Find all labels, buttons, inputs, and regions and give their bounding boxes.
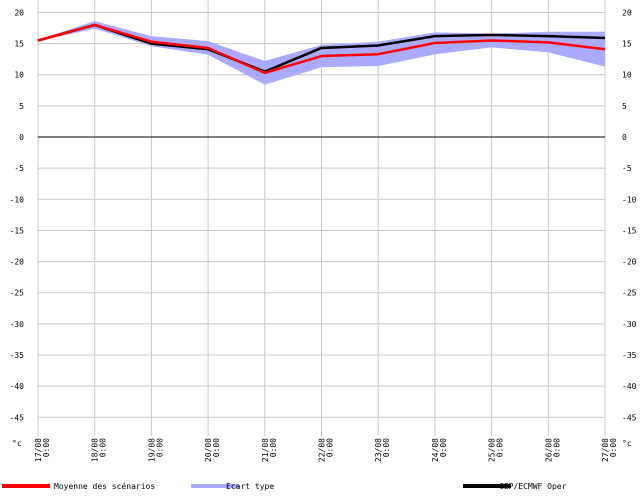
y-tick-label-right: -40: [622, 382, 637, 391]
x-tick-date: 24/08: [431, 438, 440, 462]
y-tick-label-right: -10: [622, 195, 637, 204]
y-tick-label-right: -45: [622, 413, 637, 422]
y-tick-label-left: 20: [14, 8, 24, 17]
y-tick-label-right: -15: [622, 226, 637, 235]
y-tick-label-left: 5: [19, 102, 24, 111]
x-tick-time: 0:00: [609, 438, 618, 457]
x-tick-time: 0:00: [269, 438, 278, 457]
y-tick-label-right: 15: [622, 40, 632, 49]
y-tick-label-right: 20: [622, 8, 632, 17]
x-tick-label: 25/08 0:00: [488, 438, 505, 462]
x-tick-time: 0:00: [382, 438, 391, 457]
x-tick-date: 27/08: [601, 438, 610, 462]
x-tick-label: 18/08 0:00: [91, 438, 108, 462]
series-line-moyenne-des-sc-narios: [37, 23, 606, 75]
y-tick-label-right: -35: [622, 351, 637, 360]
x-tick-label: 22/08 0:00: [318, 438, 335, 462]
y-tick-label-left: -5: [14, 164, 24, 173]
x-tick-time: 0:00: [552, 438, 561, 457]
y-tick-label-left: -20: [10, 258, 25, 267]
unit-label-right: °c: [622, 439, 632, 448]
y-tick-label-right: 0: [622, 133, 627, 142]
x-tick-date: 23/08: [374, 438, 383, 462]
y-tick-label-left: -15: [10, 226, 25, 235]
y-tick-label-right: -20: [622, 258, 637, 267]
x-tick-time: 0:00: [99, 438, 108, 457]
x-tick-label: 20/08 0:00: [204, 438, 221, 462]
x-tick-date: 22/08: [318, 438, 327, 462]
y-tick-label-left: -35: [10, 351, 25, 360]
y-tick-label-left: -45: [10, 413, 25, 422]
y-tick-label-right: -25: [622, 289, 637, 298]
x-tick-label: 23/08 0:00: [374, 438, 391, 462]
x-tick-label: 26/08 0:00: [544, 438, 561, 462]
x-tick-time: 0:00: [212, 438, 221, 457]
y-tick-label-left: 10: [14, 71, 24, 80]
x-tick-time: 0:00: [496, 438, 505, 457]
unit-label-left: °c: [12, 439, 22, 448]
y-tick-label-left: -30: [10, 320, 25, 329]
x-tick-time: 0:00: [155, 438, 164, 457]
x-tick-label: 24/08 0:00: [431, 438, 448, 462]
x-tick-date: 25/08: [488, 438, 497, 462]
x-tick-label: 21/08 0:00: [261, 438, 278, 462]
y-tick-label-left: -40: [10, 382, 25, 391]
y-tick-label-left: 0: [19, 133, 24, 142]
legend-label: Ecart type: [226, 482, 274, 491]
x-tick-date: 18/08: [91, 438, 100, 462]
y-tick-label-left: -10: [10, 195, 25, 204]
x-tick-time: 0:00: [439, 438, 448, 457]
y-tick-label-right: -5: [622, 164, 632, 173]
x-tick-date: 20/08: [204, 438, 213, 462]
y-tick-label-left: 15: [14, 40, 24, 49]
x-tick-date: 21/08: [261, 438, 270, 462]
x-tick-date: 17/08: [34, 438, 43, 462]
std-dev-band: [38, 21, 605, 85]
x-tick-label: 19/08 0:00: [147, 438, 164, 462]
y-tick-label-right: -30: [622, 320, 637, 329]
x-tick-date: 26/08: [544, 438, 553, 462]
x-tick-time: 0:00: [326, 438, 335, 457]
y-tick-label-right: 5: [622, 102, 627, 111]
legend-label: CEP/ECMWF Oper: [499, 482, 567, 491]
x-tick-label: 17/08 0:00: [34, 438, 51, 462]
x-tick-date: 19/08: [147, 438, 156, 462]
y-tick-label-left: -25: [10, 289, 25, 298]
x-tick-label: 27/08 0:00: [601, 438, 618, 462]
x-tick-time: 0:00: [42, 438, 51, 457]
y-tick-label-right: 10: [622, 71, 632, 80]
legend-label: Moyenne des scénarios: [54, 481, 155, 491]
